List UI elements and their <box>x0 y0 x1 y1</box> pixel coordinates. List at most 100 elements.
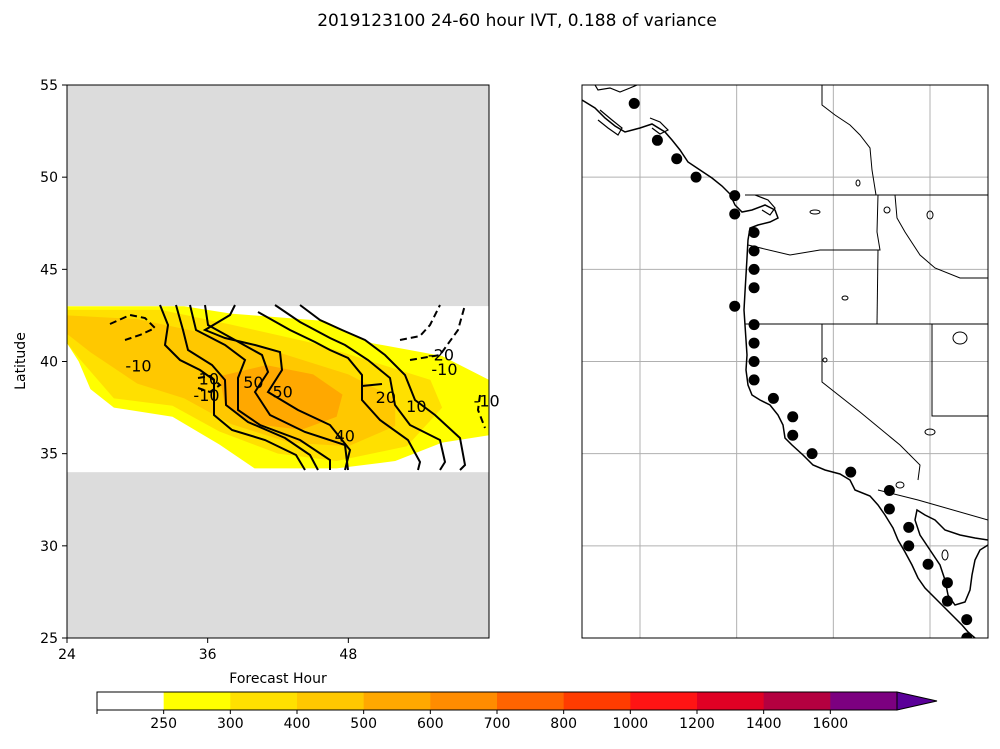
contour-label: 10 <box>199 369 219 388</box>
map-gridlines <box>582 85 988 638</box>
station-point <box>961 632 973 638</box>
colorbar: 250 300 400 500 600 700 800 1000 1200 1400 1600 <box>96 691 938 732</box>
station-point <box>787 411 799 423</box>
colorbar-segment <box>563 692 631 710</box>
station-point <box>651 134 663 146</box>
figure-title: 2019123100 24-60 hour IVT, 0.188 of vari… <box>317 11 717 31</box>
colorbar-extension <box>896 691 938 711</box>
contour-label: 50 <box>273 382 293 401</box>
station-point <box>748 356 760 367</box>
colorbar-tick-label: 1600 <box>813 716 849 732</box>
contour-label: -10 <box>431 360 457 379</box>
y-tick-label: 40 <box>40 355 58 371</box>
colorbar-tick-label: 300 <box>217 716 244 732</box>
colorbar-tick-label: 800 <box>550 716 577 732</box>
station-point <box>883 503 895 515</box>
colorbar-segment <box>763 692 831 710</box>
left-axes: 24 36 48 25 30 35 40 45 50 55 <box>40 78 357 663</box>
station-point <box>903 540 915 552</box>
contour-label: 50 <box>243 373 263 392</box>
station-point <box>729 300 741 312</box>
state-border <box>876 249 879 325</box>
state-border <box>894 194 988 279</box>
y-tick-label: 55 <box>40 78 58 94</box>
x-axis-label: Forecast Hour <box>229 671 327 687</box>
contour-line <box>361 383 383 387</box>
no-data-region <box>67 472 489 638</box>
station-point <box>787 429 799 441</box>
lake <box>883 206 891 214</box>
colorbar-tick-label: 1200 <box>679 716 715 732</box>
lake <box>895 481 905 489</box>
station-points <box>628 97 973 638</box>
y-tick-label: 45 <box>40 262 58 278</box>
colorbar-segment <box>163 692 231 710</box>
country-border <box>877 489 988 521</box>
colorbar-segment <box>297 692 365 710</box>
station-point <box>941 577 953 589</box>
ivt-contour-lines <box>109 304 486 471</box>
colorbar-tick-label: 1000 <box>613 716 649 732</box>
colorbar-segment <box>230 692 298 710</box>
contour-line <box>274 304 447 471</box>
y-tick-label: 25 <box>40 631 58 647</box>
coastline <box>594 85 638 93</box>
y-tick-label: 30 <box>40 539 58 555</box>
colorbar-tick-label: 500 <box>350 716 377 732</box>
station-point <box>748 263 760 275</box>
y-tick-label: 35 <box>40 447 58 463</box>
colorbar-tick-label: 1400 <box>746 716 782 732</box>
contour-line <box>476 394 486 429</box>
colorbar-segment <box>697 692 765 710</box>
y-axis-label: Latitude <box>13 332 29 390</box>
station-point <box>748 319 760 331</box>
station-point <box>941 595 953 607</box>
station-point <box>748 374 760 386</box>
colorbar-tick-label: 400 <box>284 716 311 732</box>
coastline <box>582 99 976 638</box>
x-tick-label: 36 <box>199 647 217 663</box>
station-point <box>922 558 934 570</box>
contour-line <box>109 313 157 341</box>
lake <box>926 210 934 220</box>
lake <box>809 209 821 215</box>
map-frame <box>581 84 989 639</box>
state-border <box>821 324 921 481</box>
contour-label: 40 <box>335 427 355 446</box>
state-border <box>931 324 988 417</box>
contour-line <box>257 311 422 471</box>
y-tick-label: 50 <box>40 170 58 186</box>
station-point <box>961 614 973 626</box>
contour-label: -20 <box>428 345 454 364</box>
colorbar-tick-label: 600 <box>417 716 444 732</box>
station-point <box>748 337 760 349</box>
coastline <box>597 109 623 136</box>
state-border <box>747 194 881 256</box>
contour-line <box>399 304 441 341</box>
station-point <box>748 282 760 294</box>
contour-line <box>202 304 352 471</box>
colorbar-segment <box>97 692 165 710</box>
lake <box>822 357 828 363</box>
lake <box>855 179 861 187</box>
station-point <box>671 153 683 165</box>
coastline <box>914 508 988 606</box>
station-point <box>767 392 779 404</box>
x-tick-label: 48 <box>339 647 357 663</box>
colorbar-tick-label: 250 <box>150 716 177 732</box>
contour-line <box>189 304 331 470</box>
state-border <box>821 85 877 196</box>
x-tick-label: 24 <box>58 647 76 663</box>
station-point <box>729 190 741 202</box>
ivt-filled-contours <box>67 85 489 638</box>
colorbar-tick-label: 700 <box>484 716 511 732</box>
coastline <box>649 117 670 135</box>
colorbar-segment <box>363 692 431 710</box>
colorbar-segment <box>830 692 898 710</box>
lake <box>841 295 849 301</box>
station-point <box>628 97 640 109</box>
station-point <box>729 208 741 220</box>
contour-label: 20 <box>376 388 396 407</box>
